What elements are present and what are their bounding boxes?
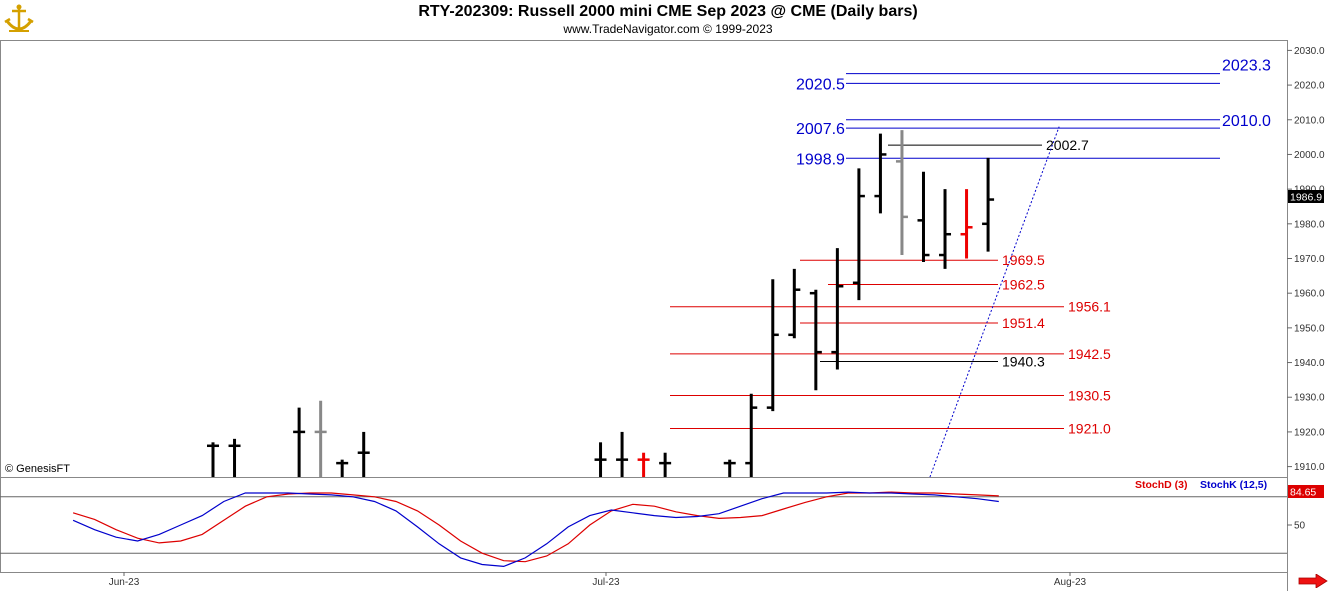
ohlc-bar <box>357 431 370 477</box>
y-tick-label: 2010.0 <box>1294 115 1325 126</box>
ohlc-bar <box>314 400 327 477</box>
stoch-d-legend: StochD (3) <box>1135 479 1188 491</box>
ohlc-bar <box>809 289 822 391</box>
levels-layer: 2023.3 2020.5 2010.0 2007.6 2002.7 1998.9 1969… <box>670 58 1271 436</box>
level-label-1969.5: 1969.5 <box>1002 252 1045 268</box>
ohlc-bar <box>228 438 241 477</box>
y-tick-label: 1920.0 <box>1294 427 1325 438</box>
ohlc-bar <box>960 189 973 259</box>
level-label-1998.9: 1998.9 <box>796 151 845 168</box>
level-label-2002.7: 2002.7 <box>1046 137 1089 153</box>
x-tick-label: Jul-23 <box>592 577 620 588</box>
level-label-2023.3: 2023.3 <box>1222 58 1271 75</box>
y-tick-label: 2020.0 <box>1294 81 1325 92</box>
ohlc-bar <box>207 442 219 477</box>
ohlc-bar <box>895 130 908 256</box>
last-price-badge <box>1288 190 1324 203</box>
stoch-value-label: 84.65 <box>1290 487 1316 499</box>
level-label-2007.6: 2007.6 <box>796 121 845 138</box>
ohlc-bar <box>594 442 607 477</box>
level-label-2010.0: 2010.0 <box>1222 113 1271 130</box>
stoch-d-line <box>72 491 999 563</box>
x-tick-label: Aug-23 <box>1054 577 1087 588</box>
level-label-1921.0: 1921.0 <box>1068 420 1111 436</box>
chart-subtitle: www.TradeNavigator.com © 1999-2023 <box>563 22 773 36</box>
trend-layer <box>929 126 1060 478</box>
ohlc-bar <box>982 157 995 252</box>
level-label-1962.5: 1962.5 <box>1002 277 1045 293</box>
ohlc-bar <box>831 248 844 370</box>
y-tick-label: 1980.0 <box>1294 219 1325 230</box>
level-label-1930.5: 1930.5 <box>1068 387 1111 403</box>
stoch-y-tick-label: 50 <box>1294 521 1306 532</box>
ohlc-bar <box>766 279 779 412</box>
y-tick-label: 1930.0 <box>1294 393 1325 404</box>
level-label-1951.4: 1951.4 <box>1002 315 1045 331</box>
ohlc-bar <box>637 452 650 477</box>
y-tick-label: 1910.0 <box>1294 462 1325 473</box>
ohlc-bar <box>939 189 952 269</box>
trendline <box>929 126 1060 478</box>
bars-layer <box>207 130 995 477</box>
scroll-right-arrow-icon[interactable] <box>1298 574 1328 588</box>
x-tick-label: Jun-23 <box>109 577 140 588</box>
stochastic-panel: 50 <box>0 491 1306 568</box>
price-axis: 1910.0 1920.0 1930.0 1940.0 1950.0 1960.0 1970… <box>1287 46 1325 473</box>
y-tick-label: 1960.0 <box>1294 289 1325 300</box>
date-axis: Jun-23 Jul-23 Aug-23 <box>109 572 1087 588</box>
chart-header: RTY-202309: Russell 2000 mini CME Sep 20… <box>0 0 1336 40</box>
y-tick-label: 2030.0 <box>1294 46 1325 57</box>
level-label-2020.5: 2020.5 <box>796 76 845 93</box>
y-tick-label: 1970.0 <box>1294 254 1325 265</box>
stoch-k-line <box>72 491 999 568</box>
ohlc-bar <box>293 407 306 477</box>
y-tick-label: 1940.0 <box>1294 358 1325 369</box>
chart-title: RTY-202309: Russell 2000 mini CME Sep 20… <box>418 3 918 20</box>
y-tick-label: 1950.0 <box>1294 323 1325 334</box>
level-label-1942.5: 1942.5 <box>1068 346 1111 362</box>
ohlc-bar <box>788 268 801 339</box>
y-tick-label: 2000.0 <box>1294 150 1325 161</box>
stoch-k-legend: StochK (12,5) <box>1200 479 1267 491</box>
ohlc-bar <box>874 133 887 214</box>
level-label-1940.3: 1940.3 <box>1002 354 1045 370</box>
ohlc-bar <box>852 168 865 301</box>
level-label-1956.1: 1956.1 <box>1068 299 1111 315</box>
ohlc-bar <box>659 452 672 477</box>
ohlc-bar <box>616 431 629 477</box>
ohlc-bar <box>336 459 349 477</box>
ohlc-bar <box>917 171 930 262</box>
ohlc-bar <box>745 393 758 477</box>
trade-navigator-logo-icon <box>4 4 34 32</box>
last-price-label: 1986.9 <box>1290 192 1322 204</box>
stoch-value-badge <box>1288 485 1324 498</box>
watermark: © GenesisFT <box>5 463 70 475</box>
ohlc-bar <box>723 459 736 477</box>
